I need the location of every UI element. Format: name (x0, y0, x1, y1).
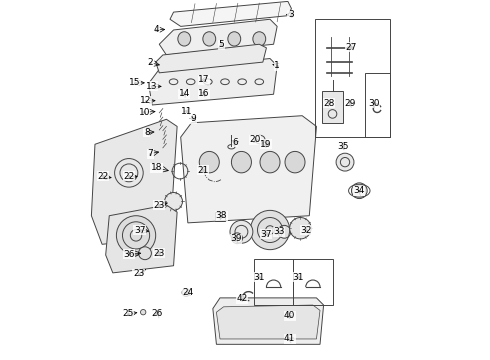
Ellipse shape (178, 32, 191, 46)
Bar (215, 212, 224, 221)
Polygon shape (92, 119, 177, 244)
Text: 32: 32 (301, 225, 312, 234)
Text: 23: 23 (153, 201, 165, 210)
Text: 20: 20 (249, 135, 261, 144)
Text: 25: 25 (122, 310, 133, 319)
Text: 9: 9 (190, 114, 196, 123)
Polygon shape (156, 44, 267, 73)
Text: 13: 13 (147, 82, 158, 91)
Ellipse shape (253, 32, 266, 46)
Ellipse shape (141, 310, 146, 315)
Circle shape (351, 183, 367, 199)
Text: 27: 27 (345, 42, 356, 51)
Text: 6: 6 (232, 138, 238, 147)
Text: 22: 22 (123, 172, 135, 181)
Text: 19: 19 (260, 140, 271, 149)
Circle shape (117, 216, 156, 255)
Ellipse shape (228, 32, 241, 46)
Polygon shape (106, 205, 177, 273)
Text: 4: 4 (153, 26, 159, 35)
Text: 15: 15 (129, 78, 141, 87)
Circle shape (290, 217, 311, 239)
Text: 11: 11 (181, 107, 193, 116)
Text: 37: 37 (260, 230, 271, 239)
Circle shape (336, 153, 354, 171)
Text: 17: 17 (198, 76, 210, 85)
Text: 28: 28 (323, 99, 335, 108)
Polygon shape (213, 298, 323, 344)
Text: 23: 23 (153, 249, 165, 258)
Polygon shape (170, 1, 292, 26)
Bar (365, 73, 390, 137)
Polygon shape (159, 19, 277, 55)
Text: 40: 40 (284, 311, 295, 320)
Text: 31: 31 (292, 273, 304, 282)
Circle shape (165, 193, 182, 210)
Text: 31: 31 (253, 273, 264, 282)
Text: 14: 14 (178, 89, 190, 98)
Text: 22: 22 (97, 172, 108, 181)
Text: 37: 37 (134, 225, 146, 234)
Text: 8: 8 (144, 128, 149, 137)
Ellipse shape (182, 289, 190, 296)
Ellipse shape (203, 32, 216, 46)
Bar (254, 258, 293, 305)
Text: 38: 38 (216, 211, 227, 220)
Text: 42: 42 (237, 294, 248, 303)
Bar (293, 258, 333, 305)
Circle shape (250, 210, 290, 249)
Text: 36: 36 (123, 250, 135, 259)
Text: 5: 5 (219, 40, 224, 49)
Polygon shape (148, 59, 277, 105)
Ellipse shape (156, 310, 161, 314)
Text: 3: 3 (288, 10, 294, 19)
Text: 24: 24 (182, 288, 194, 297)
Text: 29: 29 (344, 99, 356, 108)
Text: 26: 26 (152, 310, 163, 319)
Ellipse shape (199, 152, 220, 173)
Text: 2: 2 (147, 58, 153, 67)
Text: 16: 16 (198, 89, 210, 98)
Polygon shape (181, 116, 317, 223)
Ellipse shape (285, 152, 305, 173)
Text: 18: 18 (150, 163, 162, 172)
Circle shape (139, 247, 151, 260)
Bar (315, 19, 390, 137)
Bar (322, 91, 343, 123)
Polygon shape (217, 305, 320, 339)
Ellipse shape (231, 152, 251, 173)
Text: 10: 10 (139, 108, 150, 117)
Text: 23: 23 (133, 269, 144, 278)
Ellipse shape (260, 152, 280, 173)
Text: 34: 34 (354, 186, 365, 195)
Text: 39: 39 (230, 234, 242, 243)
Text: 1: 1 (274, 61, 280, 70)
Text: 30: 30 (368, 99, 379, 108)
Text: 12: 12 (140, 96, 152, 105)
Text: 35: 35 (337, 142, 348, 151)
Circle shape (230, 220, 253, 243)
Text: 33: 33 (273, 227, 285, 236)
Text: 41: 41 (284, 334, 295, 343)
Text: 7: 7 (147, 149, 153, 158)
Text: 21: 21 (197, 166, 209, 175)
